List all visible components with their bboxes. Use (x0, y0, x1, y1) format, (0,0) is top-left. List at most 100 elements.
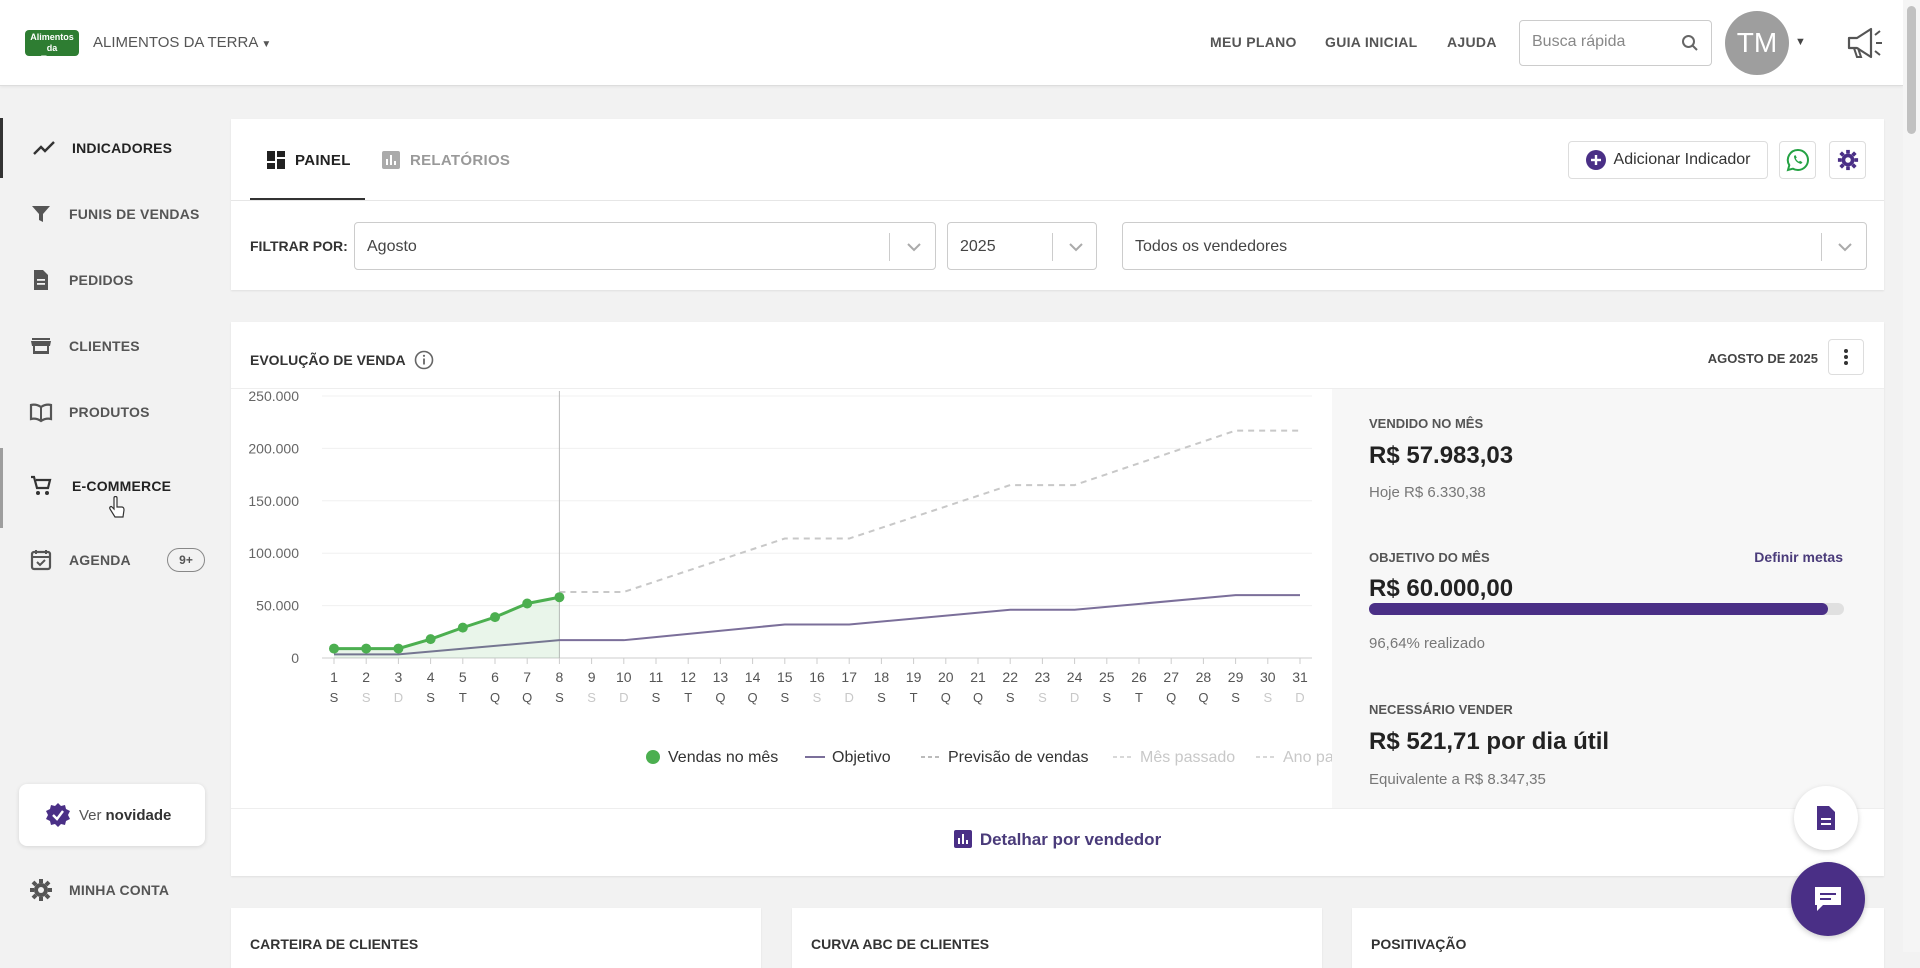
y-tick-label: 100.000 (248, 545, 299, 561)
sales-evolution-card: EVOLUÇÃO DE VENDA AGOSTO DE 2025 250.000… (231, 322, 1884, 876)
page-scrollbar[interactable] (1903, 0, 1920, 952)
month-select[interactable]: Agosto (354, 222, 936, 270)
whatsapp-icon (1786, 148, 1809, 172)
x-day-label: S (813, 690, 822, 705)
top-bar: Alimentos da Terra ALIMENTOS DA TERRA ▼ ME… (0, 0, 1903, 86)
legend-label: Previsão de vendas (948, 749, 1089, 766)
company-switcher[interactable]: ALIMENTOS DA TERRA ▼ (93, 34, 271, 51)
x-day-label: S (1231, 690, 1240, 705)
y-tick-label: 150.000 (248, 493, 299, 509)
x-tick-label: 30 (1260, 669, 1276, 685)
megaphone-icon[interactable] (1845, 26, 1885, 65)
search-input[interactable] (1532, 33, 1672, 51)
sidebar-item-indicadores[interactable]: INDICADORES (0, 118, 216, 178)
card-title-text: EVOLUÇÃO DE VENDA (250, 352, 406, 368)
bar-chart-icon (382, 151, 400, 169)
x-day-label: D (1295, 690, 1304, 705)
sidebar-item-minha-conta[interactable]: MINHA CONTA (0, 860, 216, 920)
x-tick-label: 25 (1099, 669, 1115, 685)
tab-relatorios[interactable]: RELATÓRIOS (382, 151, 510, 169)
period-label: AGOSTO DE 2025 (1707, 351, 1818, 366)
x-tick-label: 5 (459, 669, 467, 685)
scrollbar-thumb[interactable] (1907, 6, 1916, 134)
x-day-label: S (652, 690, 661, 705)
x-day-label: Q (1198, 690, 1208, 705)
x-day-label: Q (1166, 690, 1176, 705)
x-day-label: T (459, 690, 467, 705)
info-icon[interactable] (414, 350, 434, 370)
x-tick-label: 9 (588, 669, 596, 685)
x-tick-label: 20 (938, 669, 954, 685)
x-day-label: Q (490, 690, 500, 705)
sidebar-item-produtos[interactable]: PRODUTOS (0, 382, 216, 442)
x-tick-label: 8 (556, 669, 564, 685)
chat-fab-button[interactable] (1791, 862, 1865, 936)
sidebar-item-funis[interactable]: FUNIS DE VENDAS (0, 184, 216, 244)
x-tick-label: 17 (841, 669, 857, 685)
detail-by-seller-link[interactable]: Detalhar por vendedor (231, 830, 1884, 850)
seller-value: Todos os vendedores (1135, 238, 1288, 255)
dashboard-header-card: PAINEL RELATÓRIOS Adicionar Indicador FI… (231, 119, 1884, 290)
tab-label: RELATÓRIOS (410, 151, 511, 169)
x-tick-label: 6 (491, 669, 499, 685)
search-icon[interactable] (1681, 34, 1699, 57)
sidebar-item-clientes[interactable]: CLIENTES (0, 316, 216, 376)
y-tick-label: 200.000 (248, 440, 299, 456)
sidebar-item-agenda[interactable]: AGENDA 9+ (0, 530, 216, 590)
sidebar-item-ecommerce[interactable]: E-COMMERCE (0, 456, 216, 516)
x-tick-label: 1 (330, 669, 338, 685)
document-icon (1817, 806, 1835, 830)
year-select[interactable]: 2025 (947, 222, 1097, 270)
x-day-label: T (684, 690, 692, 705)
goal-label: OBJETIVO DO MÊS (1369, 550, 1490, 565)
goal-value: R$ 60.000,00 (1369, 575, 1514, 602)
seller-select[interactable]: Todos os vendedores (1122, 222, 1867, 270)
sidebar-item-pedidos[interactable]: PEDIDOS (0, 250, 216, 310)
document-fab-button[interactable] (1794, 786, 1858, 850)
x-tick-label: 3 (395, 669, 403, 685)
chevron-down-icon (907, 243, 921, 252)
sidebar-item-label: AGENDA (69, 552, 131, 568)
divider (889, 233, 890, 261)
x-day-label: Q (941, 690, 951, 705)
avatar[interactable]: TM (1725, 11, 1789, 75)
gear-icon (30, 879, 52, 901)
legend-label: Objetivo (832, 749, 891, 766)
add-indicator-button[interactable]: Adicionar Indicador (1568, 141, 1768, 179)
series-objective-line (334, 594, 1300, 656)
x-tick-label: 15 (777, 669, 793, 685)
sales-stats-panel: VENDIDO NO MÊS R$ 57.983,03 Hoje R$ 6.33… (1332, 389, 1884, 808)
company-logo[interactable]: Alimentos da Terra (25, 30, 79, 64)
need-value: R$ 521,71 por dia útil (1369, 728, 1610, 755)
series-sales-area (334, 597, 560, 658)
tab-label: PAINEL (295, 151, 351, 169)
whatsapp-button[interactable] (1779, 141, 1816, 179)
x-tick-label: 29 (1228, 669, 1244, 685)
sidebar-item-label: CLIENTES (69, 338, 140, 354)
x-tick-label: 10 (616, 669, 632, 685)
sidebar-item-label: PRODUTOS (69, 404, 150, 420)
y-tick-label: 0 (291, 650, 299, 666)
year-value: 2025 (960, 238, 996, 255)
tab-painel[interactable]: PAINEL (267, 151, 351, 169)
x-tick-label: 2 (362, 669, 370, 685)
x-tick-label: 26 (1131, 669, 1147, 685)
more-vertical-icon (1844, 349, 1848, 365)
x-tick-label: 14 (745, 669, 761, 685)
sidebar-item-label: MINHA CONTA (69, 882, 170, 898)
ver-novidade-button[interactable]: Ver novidade (19, 784, 205, 846)
series-sales-line (334, 595, 560, 651)
define-goals-link[interactable]: Definir metas (1754, 549, 1843, 565)
x-tick-label: 22 (1002, 669, 1018, 685)
more-options-button[interactable] (1828, 339, 1864, 375)
trending-up-icon (33, 141, 55, 155)
dashboard-icon (267, 151, 285, 169)
nav-guia-inicial[interactable]: GUIA INICIAL (1325, 34, 1418, 50)
filter-label: FILTRAR POR: (250, 238, 348, 254)
settings-button[interactable] (1829, 141, 1866, 179)
caret-down-icon[interactable]: ▼ (1795, 36, 1806, 48)
novidade-prefix: Ver (79, 806, 102, 824)
nav-meu-plano[interactable]: MEU PLANO (1210, 34, 1297, 50)
nav-ajuda[interactable]: AJUDA (1447, 34, 1497, 50)
sales-data-point (522, 598, 533, 609)
